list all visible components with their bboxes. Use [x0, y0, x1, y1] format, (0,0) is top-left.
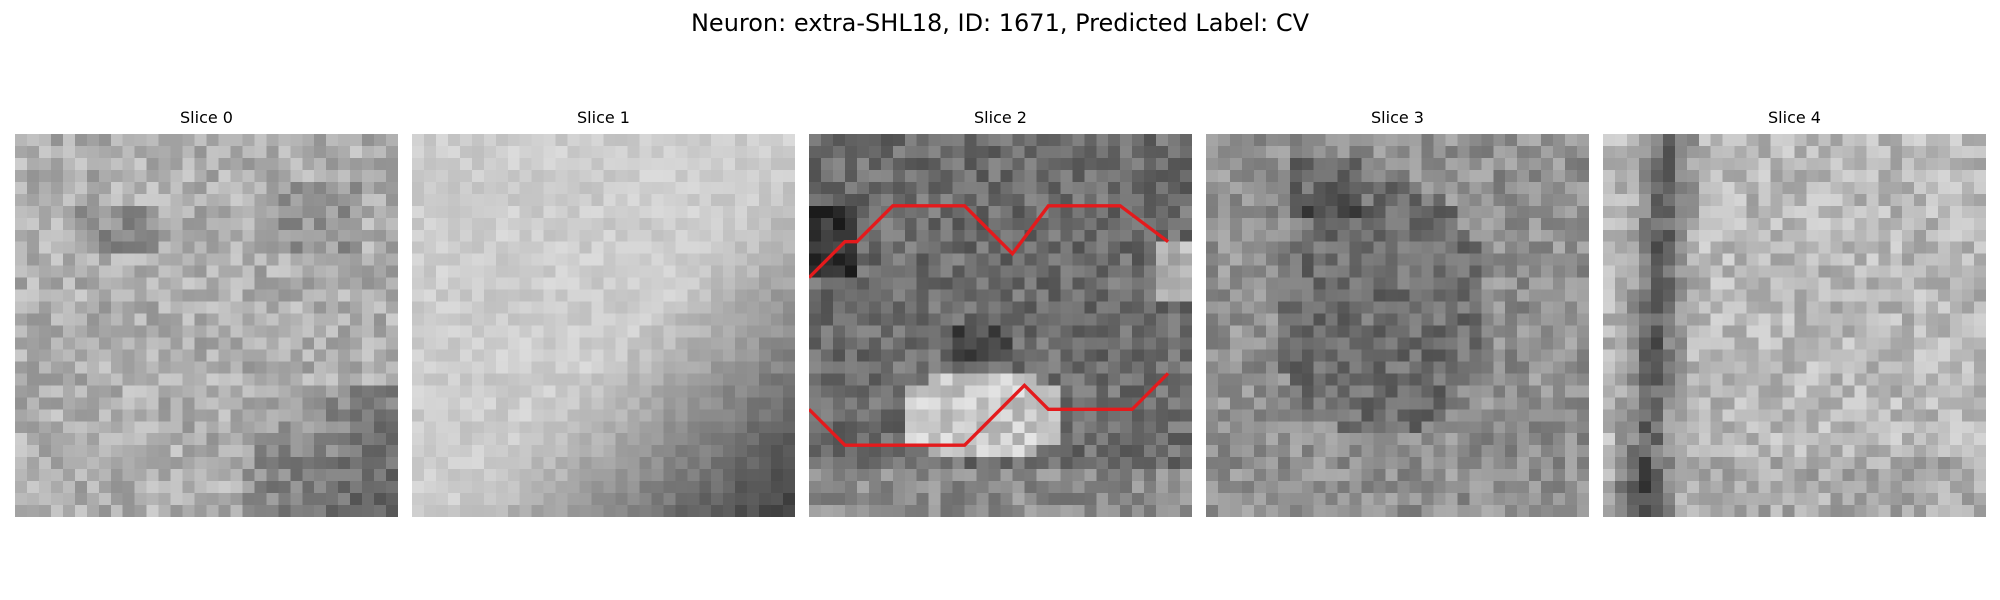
contour-top-line — [809, 204, 1170, 279]
slice-title-4: Slice 4 — [1768, 108, 1821, 127]
slice-panel-1: Slice 1 — [412, 108, 795, 517]
slice-image-0 — [15, 134, 398, 517]
slice-panel-0: Slice 0 — [15, 108, 398, 517]
slice-title-2: Slice 2 — [974, 108, 1027, 127]
slice-panel-4: Slice 4 — [1603, 108, 1986, 517]
slice-image-4 — [1603, 134, 1986, 517]
slice-title-3: Slice 3 — [1371, 108, 1424, 127]
figure-title: Neuron: extra-SHL18, ID: 1671, Predicted… — [690, 9, 1310, 37]
slice-title-1: Slice 1 — [577, 108, 630, 127]
contour-bottom-line — [809, 372, 1170, 447]
slice-title-0: Slice 0 — [180, 108, 233, 127]
slice-panel-2: Slice 2 — [809, 108, 1192, 517]
slice-image-3 — [1206, 134, 1589, 517]
slice-image-2 — [809, 134, 1192, 517]
slice-image-1 — [412, 134, 795, 517]
slice-panel-3: Slice 3 — [1206, 108, 1589, 517]
